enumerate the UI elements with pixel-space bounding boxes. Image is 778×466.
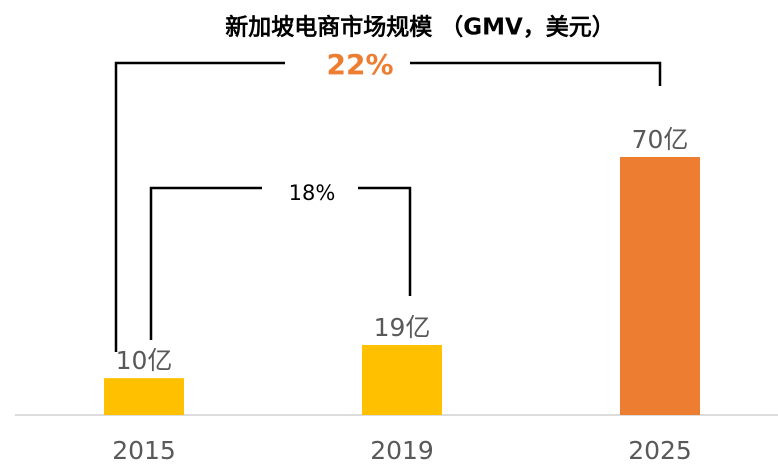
bracket-line	[149, 186, 262, 340]
bar	[620, 157, 700, 415]
value-label: 70亿	[632, 125, 689, 154]
annotation: 18%	[289, 181, 336, 205]
bracket-line	[410, 61, 662, 86]
x-tick-label: 2015	[112, 436, 176, 465]
chart-title: 新加坡电商市场规模 （GMV，美元）	[225, 14, 615, 41]
brackets	[114, 61, 662, 352]
x-tick-label: 2025	[628, 436, 692, 465]
value-label: 10亿	[116, 346, 173, 375]
x-tick-label: 2019	[370, 436, 434, 465]
bar	[104, 378, 184, 415]
bracket-line	[358, 186, 412, 296]
value-label: 19亿	[374, 313, 431, 342]
bracket-line	[114, 61, 285, 352]
annotation: 22%	[326, 48, 393, 81]
bar	[362, 344, 442, 415]
